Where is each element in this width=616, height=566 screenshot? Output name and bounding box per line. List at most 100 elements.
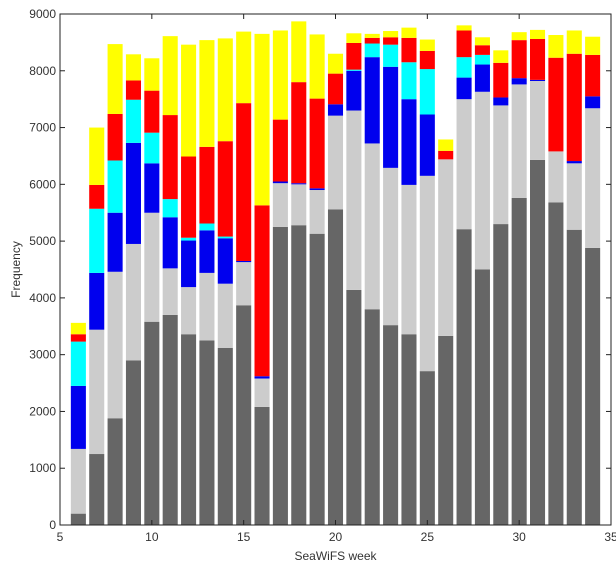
bar-segment <box>291 183 307 185</box>
bar-segment <box>493 50 509 63</box>
bar-segment <box>199 230 215 273</box>
bar-segment <box>548 151 564 203</box>
bar-segment <box>419 50 435 70</box>
bar-segment <box>456 99 472 230</box>
bar-segment <box>511 84 527 198</box>
bar-segment <box>456 57 472 78</box>
bar-segment <box>401 184 417 335</box>
bar-segment <box>217 347 233 525</box>
bar-segment <box>364 143 380 310</box>
bar-segment <box>438 139 454 151</box>
bar-segment <box>456 30 472 58</box>
bar-segment <box>566 229 582 525</box>
bar-segment <box>419 175 435 372</box>
bar-segment <box>70 334 86 342</box>
bar-segment <box>585 108 601 248</box>
bar-segment <box>327 209 344 525</box>
bar-segment <box>291 225 307 525</box>
bar-segment <box>383 167 399 326</box>
bar-segment <box>383 66 399 168</box>
bar-segment <box>107 212 123 272</box>
bar-segment <box>181 156 197 238</box>
bar-segment <box>272 119 288 182</box>
bar-segment <box>346 70 362 111</box>
bar-segment <box>70 322 86 335</box>
bar-segment <box>162 115 178 200</box>
bar-segment <box>456 25 472 31</box>
bar-segment <box>456 77 472 100</box>
axis-ticks: 5 10 15 20 25 30 35 0 1000 2000 3000 4000 5000 6000 70… <box>29 7 616 544</box>
bar-segment <box>236 260 252 263</box>
bar-segment <box>107 271 123 419</box>
bar-segment <box>144 163 160 213</box>
bar-segment <box>272 30 288 120</box>
bar-segment <box>511 197 527 525</box>
bar-segment <box>364 309 380 525</box>
bar-segment <box>162 268 178 315</box>
bar-segment <box>89 184 105 209</box>
bar-segment <box>383 31 399 38</box>
bar-segment <box>162 36 178 116</box>
bar-segment <box>70 341 86 386</box>
bar-segment <box>585 247 601 526</box>
bar-segment <box>364 43 380 58</box>
bar-segment <box>530 81 546 160</box>
bar-segment <box>199 223 215 231</box>
bar-segment <box>217 236 233 239</box>
bar-segment <box>272 181 288 184</box>
bar-segment <box>474 91 490 270</box>
bar-segment <box>548 57 564 152</box>
bar-segment <box>309 188 325 191</box>
bar-segment <box>236 262 252 306</box>
bar-segment <box>548 202 564 525</box>
bar-segment <box>493 97 509 106</box>
bar-segment <box>383 37 399 45</box>
y-tick-label: 9000 <box>29 7 56 21</box>
bar-segment <box>585 54 601 97</box>
bar-segment <box>327 53 344 74</box>
bar-segment <box>70 448 86 514</box>
bar-segment <box>346 33 362 43</box>
bar-segment <box>309 34 325 99</box>
bar-segment <box>181 240 197 288</box>
bar-segment <box>346 42 362 70</box>
bar-segment <box>493 62 509 98</box>
y-tick-label: 8000 <box>29 64 56 78</box>
bar-segment <box>89 329 105 455</box>
bar-segment <box>585 96 601 109</box>
bar-segment <box>530 159 546 526</box>
bar-segment <box>511 32 527 41</box>
bar-segment <box>199 40 215 147</box>
x-tick-label: 15 <box>237 530 251 544</box>
bar-segment <box>125 360 141 525</box>
bar-segment <box>438 159 454 336</box>
bar-segment <box>181 334 197 525</box>
y-tick-label: 1000 <box>29 461 56 475</box>
bar-segment <box>530 79 546 81</box>
bar-segment <box>254 205 270 377</box>
bar-segment <box>401 37 417 63</box>
bar-segment <box>309 233 325 526</box>
bar-segment <box>107 418 123 525</box>
bar-segment <box>162 217 178 269</box>
bar-segment <box>401 334 417 525</box>
bar-segment <box>144 58 160 91</box>
x-tick-label: 25 <box>421 530 435 544</box>
bar-segment <box>89 127 105 185</box>
bar-segment <box>254 406 270 525</box>
bar-segment <box>254 378 270 407</box>
bar-segment <box>70 513 86 525</box>
bar-segment <box>309 190 325 234</box>
bar-segment <box>217 141 233 237</box>
bar-segment <box>291 82 307 184</box>
bar-segment <box>291 184 307 226</box>
bar-segment <box>70 385 86 449</box>
y-tick-label: 3000 <box>29 348 56 362</box>
bar-segment <box>364 33 380 38</box>
bar-segment <box>383 325 399 525</box>
bar-segment <box>456 229 472 525</box>
x-tick-label: 35 <box>604 530 616 544</box>
bar-segment <box>89 454 105 525</box>
bar-segment <box>272 226 288 526</box>
